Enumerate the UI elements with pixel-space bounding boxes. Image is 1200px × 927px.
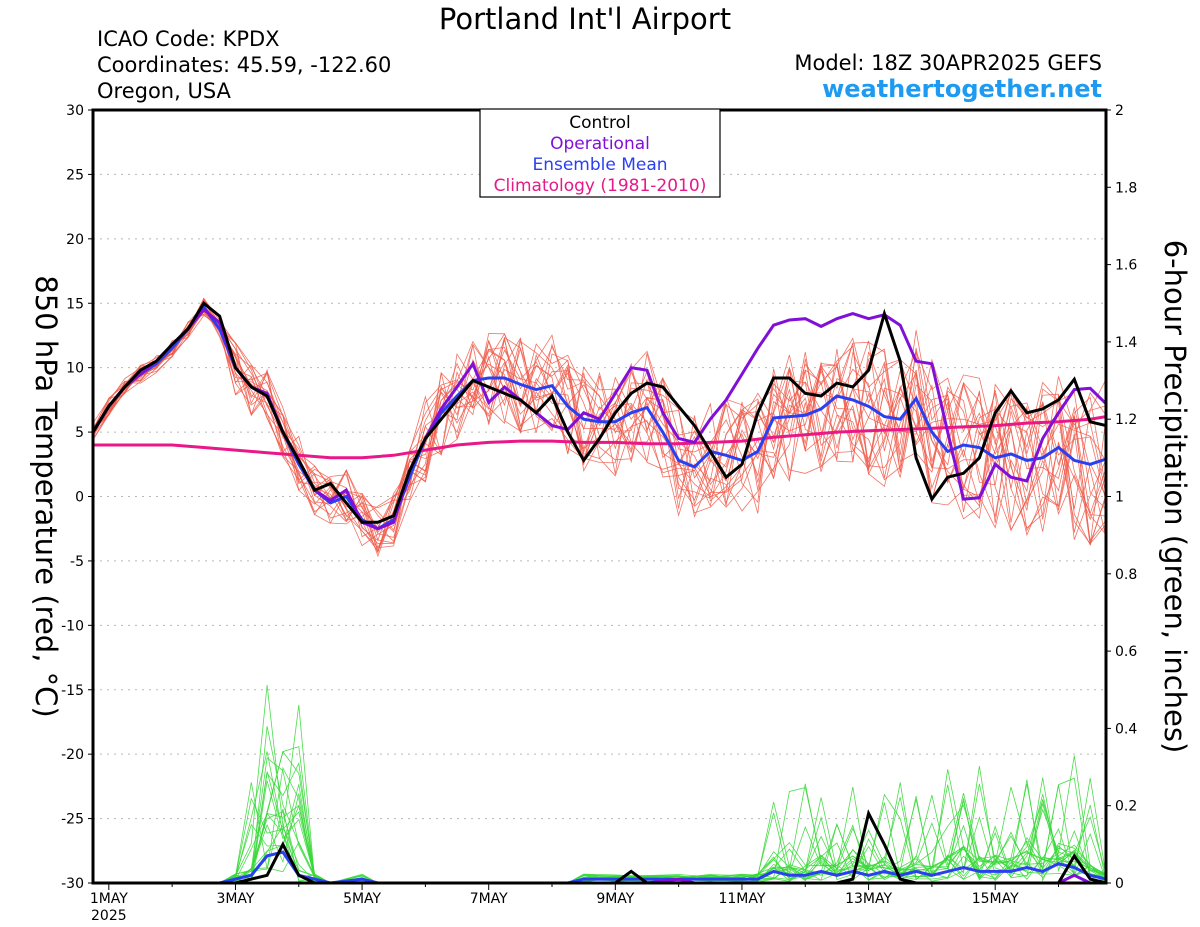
y-tick-label-left: -15: [61, 683, 84, 699]
chart-title: Portland Int'l Airport: [438, 2, 732, 36]
temperature-member-line: [92, 305, 1107, 552]
y-tick-label-right: 0.2: [1115, 799, 1137, 815]
precip-member-line: [93, 726, 1107, 884]
temperature-member-line: [92, 298, 1107, 533]
icao-code: ICAO Code: KPDX: [97, 27, 280, 51]
precip-mean-line: [93, 850, 1107, 885]
legend: Control Operational Ensemble Mean Climat…: [479, 108, 721, 198]
y-tick-label-right: 1.4: [1115, 335, 1137, 351]
x-tick-sublabel: 2025: [91, 908, 127, 924]
y-tick-label-left: 20: [66, 232, 84, 248]
y-tick-label-right: 1.6: [1115, 258, 1137, 274]
y-tick-label-right: 2: [1115, 103, 1124, 119]
temperature-member-line: [92, 313, 1107, 544]
temperature-member-line: [92, 310, 1107, 535]
y-tick-label-left: 25: [66, 167, 84, 183]
y-tick-label-left: 30: [66, 103, 84, 119]
y-tick-label-left: -25: [61, 812, 84, 828]
precip-member-line: [93, 804, 1107, 884]
x-tick-label: 1MAY: [90, 891, 128, 907]
y-tick-label-right: 0.4: [1115, 721, 1137, 737]
legend-climo: Climatology (1981-2010): [494, 176, 707, 196]
y-tick-label-left: 15: [66, 296, 84, 312]
x-tick-label: 3MAY: [216, 891, 254, 907]
x-tick-label: 9MAY: [596, 891, 634, 907]
precip-member-line: [93, 766, 1107, 884]
y-tick-label-right: 1.8: [1115, 180, 1137, 196]
y-tick-label-right: 1.2: [1115, 412, 1137, 428]
temperature-member-line: [92, 314, 1107, 558]
temperature-member-line: [92, 314, 1107, 547]
legend-operational: Operational: [550, 134, 650, 154]
y-tick-label-left: -20: [61, 747, 84, 763]
y-tick-label-right: 0.6: [1115, 644, 1137, 660]
ensemble-members: [92, 297, 1107, 884]
x-tick-label: 15MAY: [972, 891, 1019, 907]
legend-control: Control: [569, 113, 630, 133]
x-tick-label: 13MAY: [845, 891, 892, 907]
axes: 302520151050-5-10-15-20-25-3021.81.61.41…: [61, 103, 1137, 924]
y-tick-label-right: 1: [1115, 490, 1124, 506]
y-tick-label-left: -10: [61, 618, 84, 634]
climatology-line: [93, 415, 1107, 460]
region: Oregon, USA: [97, 79, 231, 103]
coordinates: Coordinates: 45.59, -122.60: [97, 53, 392, 77]
y-tick-label-left: -30: [61, 876, 84, 892]
temperature-member-line: [92, 297, 1107, 542]
x-tick-label: 7MAY: [470, 891, 508, 907]
temperature-operational-line: [91, 307, 1108, 531]
temperature-member-line: [92, 307, 1107, 543]
x-tick-label: 5MAY: [343, 891, 381, 907]
grid-lines: [93, 173, 1106, 820]
model-run: Model: 18Z 30APR2025 GEFS: [794, 51, 1102, 75]
y-tick-label-left: 0: [75, 490, 84, 506]
y-axis-label-left: 850 hPa Temperature (red, °C): [29, 275, 63, 717]
temperature-control-line: [91, 301, 1107, 524]
website-link[interactable]: weathertogether.net: [822, 75, 1102, 103]
precip-member-line: [93, 784, 1107, 884]
y-tick-label-right: 0.8: [1115, 567, 1137, 583]
legend-box: [479, 108, 721, 198]
y-tick-label-right: 0: [1115, 876, 1124, 892]
y-tick-label-left: 5: [75, 425, 84, 441]
legend-mean: Ensemble Mean: [532, 155, 667, 175]
y-axis-label-right: 6-hour Precipitation (green, inches): [1158, 240, 1192, 754]
y-tick-label-left: 10: [66, 361, 84, 377]
x-tick-label: 11MAY: [718, 891, 765, 907]
y-tick-label-left: -5: [70, 554, 84, 570]
